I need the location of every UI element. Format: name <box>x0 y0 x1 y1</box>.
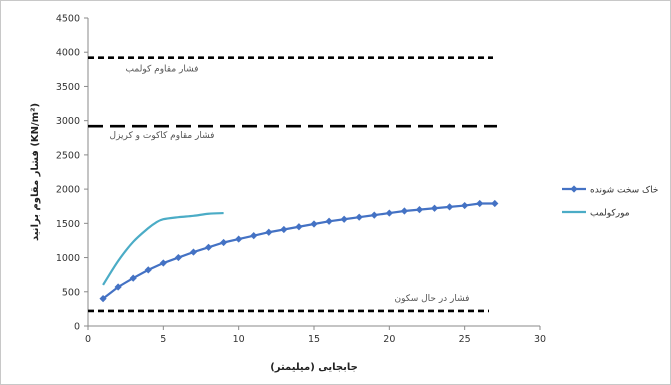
data-point <box>204 243 213 251</box>
series-line <box>102 211 224 286</box>
reference-lines: فشار مقاوم کولمب فشار مقاوم کاکوت و کریزل… <box>88 56 497 313</box>
data-point <box>400 207 408 215</box>
data-point <box>114 283 122 291</box>
data-point <box>265 228 273 236</box>
x-tick-label: 20 <box>383 334 395 345</box>
y-axis-title: فشار مقاوم برانید (KN/m²) <box>30 103 41 241</box>
series-line <box>102 202 495 300</box>
data-point <box>189 248 198 256</box>
data-point <box>476 199 484 208</box>
data-series <box>99 199 499 303</box>
data-point <box>491 199 499 208</box>
data-point <box>461 201 469 210</box>
data-point <box>355 213 363 221</box>
x-tick-label: 25 <box>459 334 471 345</box>
y-axis-ticks: 0 500 1000 1500 2000 2500 3000 3500 4000 4500 <box>56 14 88 333</box>
data-point <box>325 217 333 225</box>
data-point <box>415 206 424 214</box>
y-tick-label: 3000 <box>56 116 80 127</box>
data-point <box>235 235 243 243</box>
x-tick-label: 10 <box>233 334 245 345</box>
y-tick-label: 2000 <box>56 185 80 196</box>
data-point <box>159 259 167 267</box>
x-axis-title: جابجایی (میلیمتر) <box>270 362 358 373</box>
data-point <box>99 295 107 303</box>
y-tick-label: 2500 <box>56 150 80 161</box>
y-tick-label: 500 <box>62 287 80 298</box>
data-point <box>280 225 288 234</box>
data-point <box>430 204 439 212</box>
legend-label: خاک سخت شونده <box>590 185 658 196</box>
y-tick-label: 4000 <box>56 48 80 59</box>
y-tick-label: 3500 <box>56 82 80 93</box>
y-tick-label: 0 <box>74 322 80 333</box>
reference-line-label: فشار مقاوم کولمب <box>126 65 199 75</box>
x-tick-label: 30 <box>534 334 546 345</box>
legend-label: مورکولمب <box>590 209 630 219</box>
data-point <box>385 209 393 217</box>
data-point <box>174 253 182 262</box>
y-tick-label: 1000 <box>56 253 80 264</box>
legend-marker <box>570 185 578 193</box>
x-tick-label: 0 <box>85 334 91 345</box>
data-point <box>144 266 152 274</box>
data-point <box>220 238 228 247</box>
data-point <box>129 274 137 282</box>
data-point <box>310 220 318 228</box>
y-tick-label: 1500 <box>56 219 80 230</box>
y-tick-label: 4500 <box>56 14 80 25</box>
reference-line-label: فشار در حال سکون <box>395 294 470 304</box>
data-point <box>370 211 378 219</box>
x-axis-ticks: 0 5 10 15 20 25 30 <box>85 326 546 345</box>
reference-line-label: فشار مقاوم کاکوت و کریزل <box>110 131 215 141</box>
data-point <box>340 215 348 223</box>
data-point <box>250 232 258 240</box>
x-tick-label: 15 <box>308 334 320 345</box>
x-tick-label: 5 <box>160 334 166 345</box>
data-point <box>295 223 303 231</box>
data-point <box>446 203 454 211</box>
legend: خاک سخت شونده مورکولمب <box>562 185 658 219</box>
